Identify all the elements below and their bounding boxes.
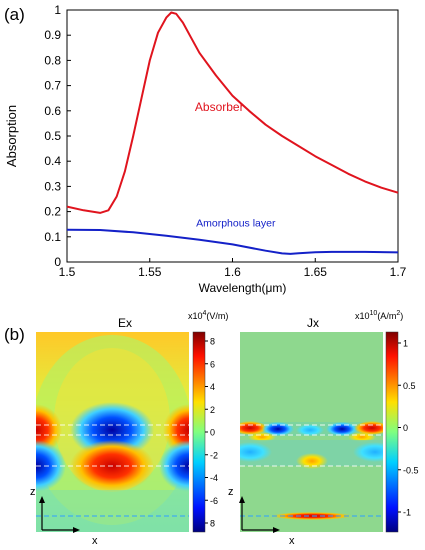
ex-colorbar-tick-label: 8 [210, 337, 215, 347]
ex-z-label: z [30, 486, 36, 498]
y-tick-label: 0.9 [44, 28, 61, 42]
ex-colorbar-tick-label: -6 [210, 496, 218, 506]
ex-colorbar-tick-label: 4 [210, 382, 215, 392]
x-tick-label: 1.5 [59, 265, 76, 279]
ex-colorbar-tick-label: -2 [210, 450, 218, 460]
x-axis-label: Wavelength(μm) [199, 281, 287, 295]
jx-colorbar-tick-label: 0 [403, 423, 408, 433]
absorption-plot: 1.5 1.55 1.6 1.65 1.7 0 0.1 0.2 0.3 0.4 0.5 0.6 0.7 0… [4, 3, 407, 295]
jx-field-map [240, 332, 383, 532]
panel-b-label: (b) [4, 325, 25, 344]
ex-colorbar-ticks: 8 6 4 2 0 -2 -4 -6 8 [205, 337, 218, 529]
ex-colorbar-tick-label: 2 [210, 405, 215, 415]
jx-map-title: Jx [307, 316, 319, 330]
ex-colorbar-tick-label: 8 [210, 519, 215, 529]
ex-map-title: Ex [118, 316, 132, 330]
ex-colorbar-tick-label: 6 [210, 359, 215, 369]
amorphous-series-line [66, 228, 399, 255]
jx-colorbar [385, 331, 399, 533]
ex-axes-indicator [39, 496, 80, 533]
x-tick-label: 1.55 [138, 265, 162, 279]
ex-colorbar [192, 331, 206, 533]
y-tick-label: 0 [54, 255, 61, 269]
jx-axes-indicator [239, 496, 280, 533]
y-tick-label: 0.7 [44, 79, 61, 93]
x-tick-label: 1.6 [224, 265, 241, 279]
y-tick-label: 1 [54, 3, 61, 17]
jx-colorbar-tick-label: -0.5 [403, 465, 419, 475]
y-tick-label: 0.4 [44, 154, 61, 168]
jx-x-label: x [289, 535, 295, 547]
ex-colorbar-unit: x104(V/m) [188, 310, 228, 321]
y-tick-label: 0.6 [44, 104, 61, 118]
absorber-series-line [66, 11, 399, 214]
jx-colorbar-ticks: 1 0.5 0 -0.5 -1 [398, 339, 419, 518]
y-tick-label: 0.1 [44, 230, 61, 244]
ex-x-label: x [92, 535, 98, 547]
absorber-series-label: Absorber [195, 100, 244, 114]
y-tick-label: 0.3 [44, 179, 61, 193]
jx-colorbar-tick-label: 1 [403, 339, 408, 349]
y-tick-label: 0.2 [44, 205, 61, 219]
jx-colorbar-unit: x1010(A/m2) [355, 310, 403, 321]
ex-field-map [36, 332, 189, 532]
amorphous-series-label: Amorphous layer [196, 218, 276, 230]
x-tick-label: 1.7 [390, 265, 407, 279]
ex-colorbar-tick-label: 0 [210, 428, 215, 438]
y-axis-label: Absorption [4, 105, 19, 167]
x-tick-label: 1.65 [304, 265, 328, 279]
jx-z-label: z [228, 486, 234, 498]
jx-colorbar-tick-label: -1 [403, 508, 411, 518]
panel-a-label: (a) [4, 5, 25, 24]
y-tick-label: 0.5 [44, 129, 61, 143]
jx-colorbar-tick-label: 0.5 [403, 381, 416, 391]
y-tick-label: 0.8 [44, 53, 61, 67]
ex-colorbar-tick-label: -4 [210, 473, 218, 483]
